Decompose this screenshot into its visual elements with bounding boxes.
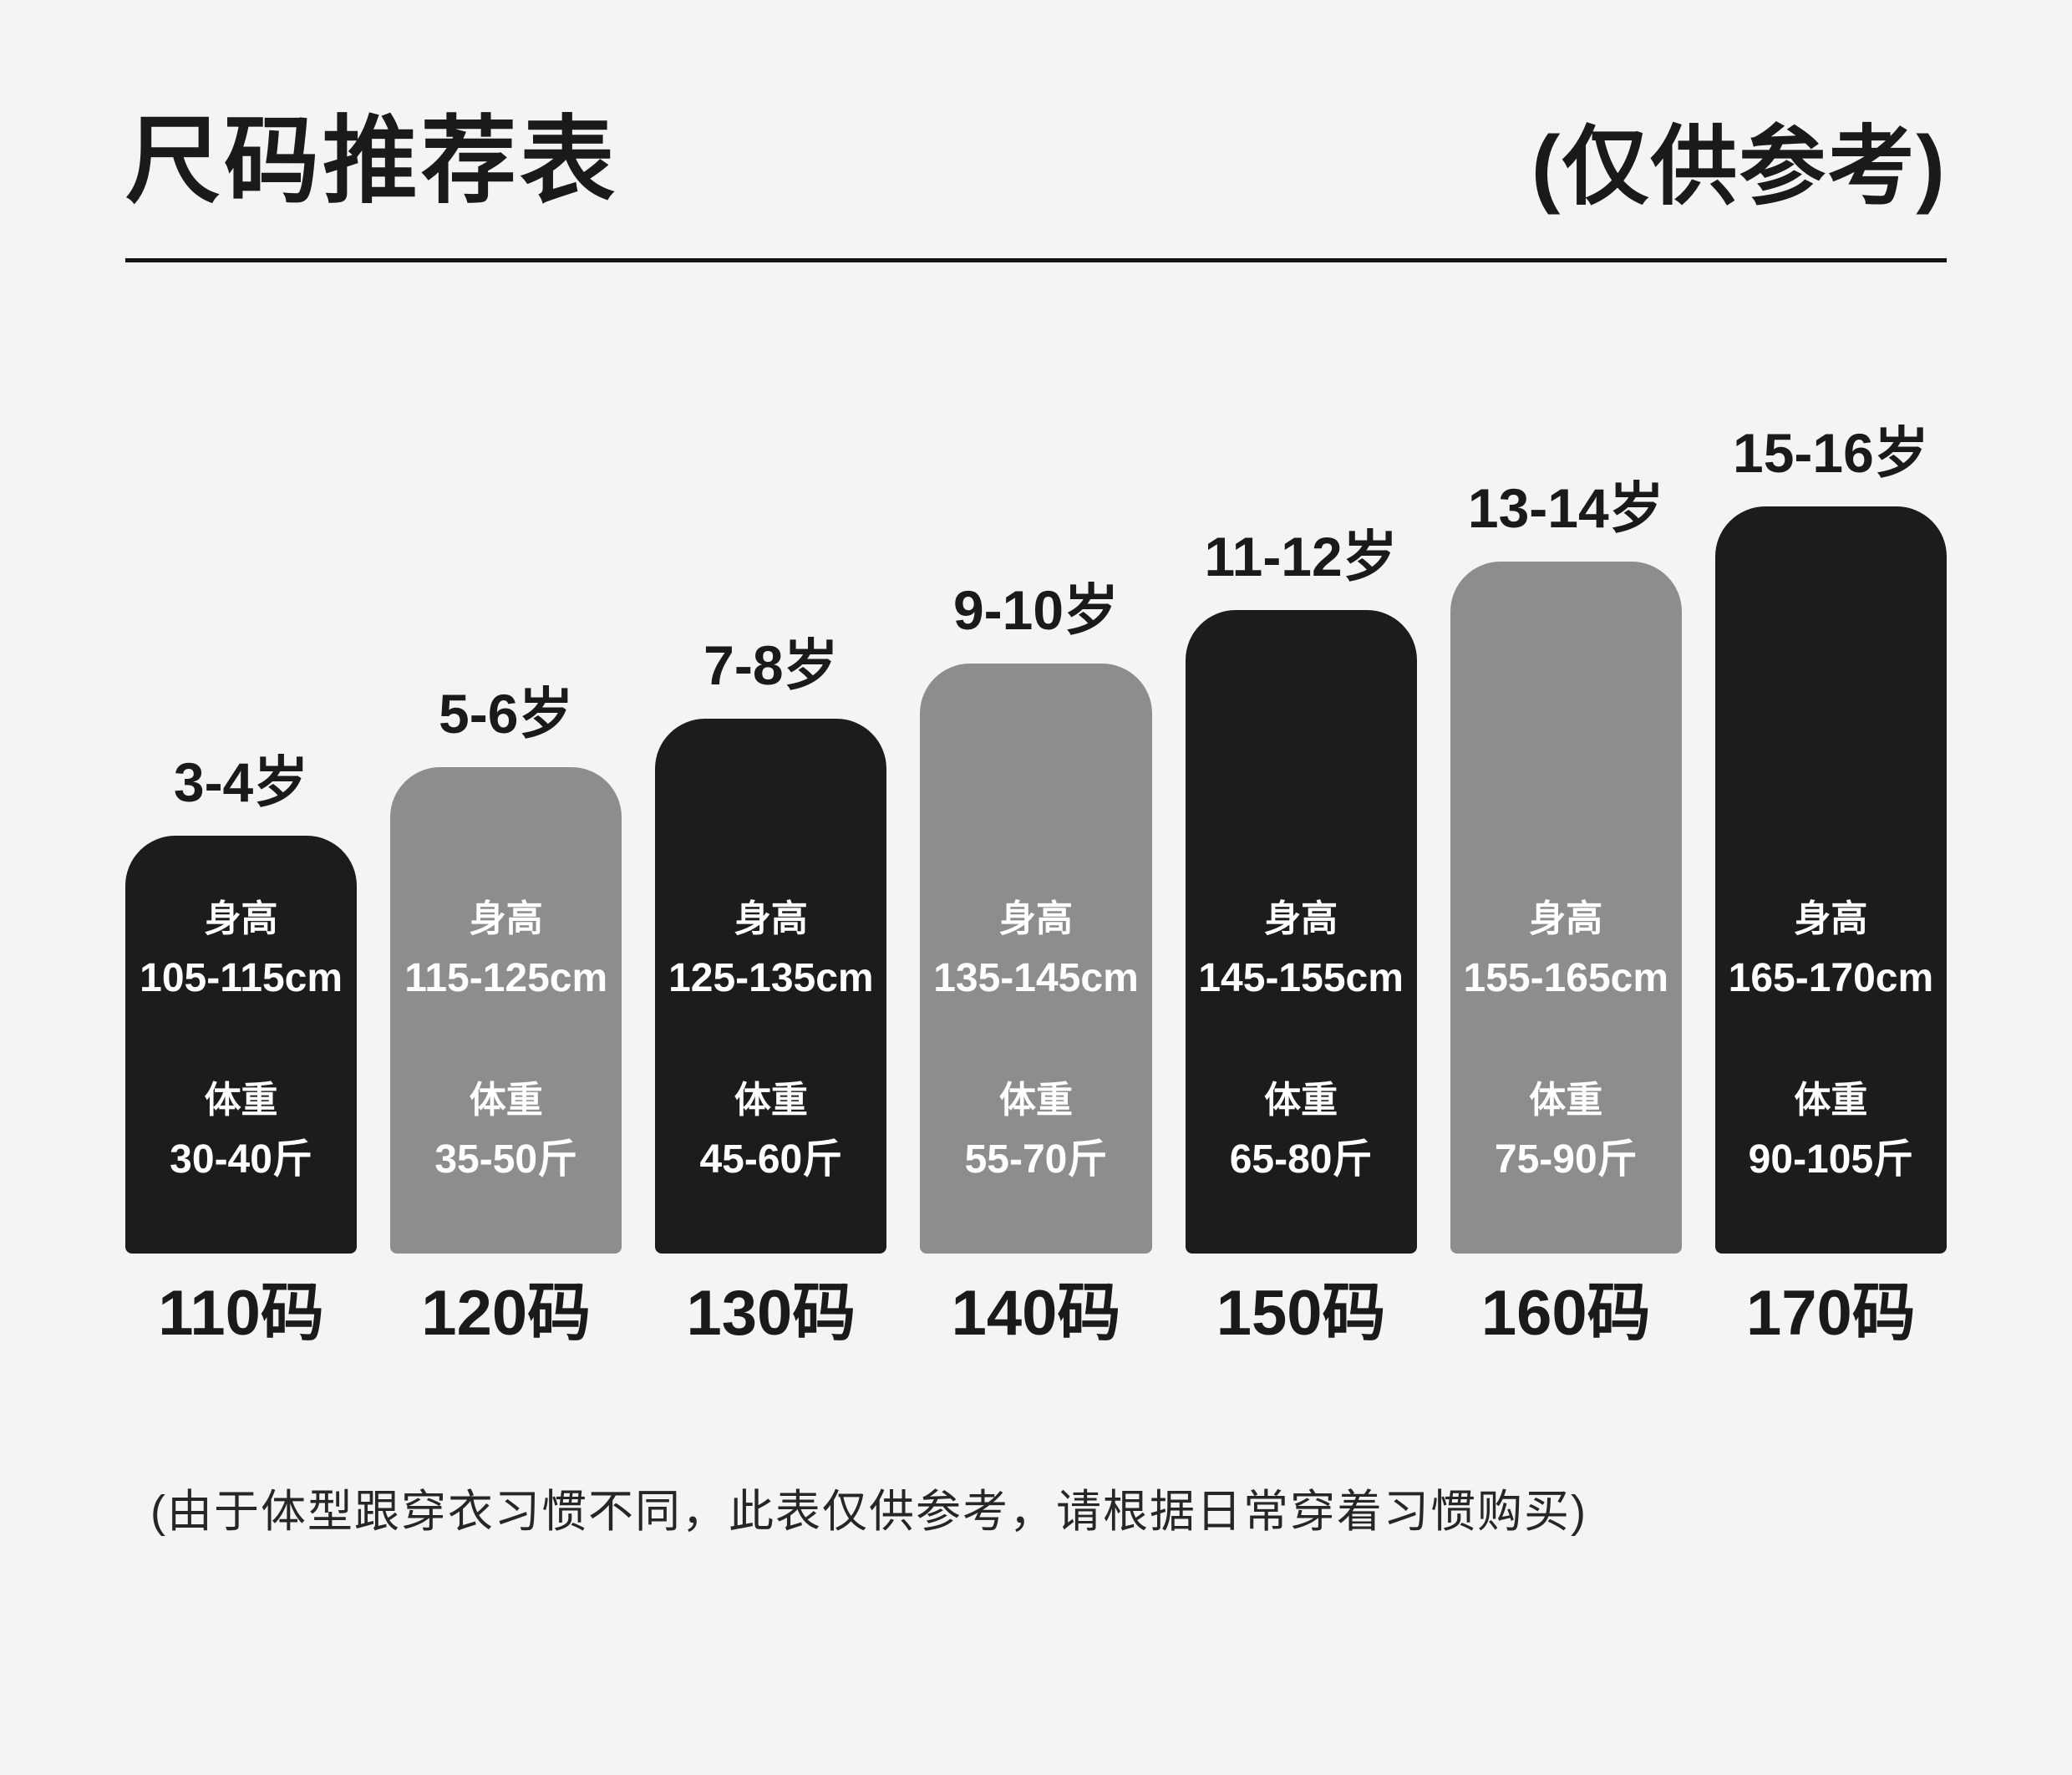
weight-value: 65-80斤 <box>1229 1137 1373 1182</box>
size-bar: 身高 165-170cm 体重 90-105斤 <box>1714 506 1947 1254</box>
weight-label: 体重 <box>1529 1080 1603 1121</box>
size-column-120: 5-6岁 身高 115-125cm 体重 35-50斤 120码 <box>390 682 622 1349</box>
height-label: 身高 <box>469 898 543 939</box>
height-label: 身高 <box>998 898 1073 939</box>
age-label: 15-16岁 <box>1733 422 1929 484</box>
height-label: 身高 <box>1529 898 1603 939</box>
size-column-130: 7-8岁 身高 125-135cm 体重 45-60斤 130码 <box>655 633 887 1349</box>
weight-group: 体重 65-80斤 <box>1230 1081 1373 1182</box>
weight-label: 体重 <box>204 1080 278 1121</box>
size-bar: 身高 135-145cm 体重 55-70斤 <box>920 664 1152 1254</box>
size-column-150: 11-12岁 身高 145-155cm 体重 65-80斤 150码 <box>1185 525 1417 1349</box>
height-label: 身高 <box>734 898 808 939</box>
size-column-160: 13-14岁 身高 155-165cm 体重 75-90斤 160码 <box>1450 476 1682 1349</box>
size-bar-chart: 3-4岁 身高 105-115cm 体重 30-40斤 110码 5-6岁 身高… <box>125 421 1947 1349</box>
height-value: 145-155cm <box>1198 956 1404 1000</box>
size-label: 140码 <box>951 1278 1121 1349</box>
weight-group: 体重 30-40斤 <box>170 1081 312 1182</box>
weight-value: 35-50斤 <box>434 1137 578 1182</box>
height-label: 身高 <box>1264 898 1338 939</box>
height-group: 身高 135-145cm <box>933 899 1139 1001</box>
weight-group: 体重 35-50斤 <box>434 1081 577 1182</box>
weight-value: 90-105斤 <box>1748 1137 1914 1182</box>
size-bar: 身高 145-155cm 体重 65-80斤 <box>1185 610 1417 1254</box>
weight-group: 体重 55-70斤 <box>965 1081 1108 1182</box>
weight-value: 30-40斤 <box>170 1137 312 1182</box>
weight-group: 体重 75-90斤 <box>1495 1081 1638 1182</box>
age-label: 13-14岁 <box>1467 477 1664 539</box>
height-value: 105-115cm <box>140 956 343 1000</box>
age-label: 7-8岁 <box>703 634 839 696</box>
height-group: 身高 155-165cm <box>1464 899 1669 1001</box>
age-label: 11-12岁 <box>1204 526 1398 587</box>
size-label: 160码 <box>1480 1278 1651 1349</box>
height-group: 身高 145-155cm <box>1198 899 1404 1001</box>
weight-group: 体重 45-60斤 <box>699 1081 842 1182</box>
footnote: (由于体型跟穿衣习惯不同，此表仅供参考，请根据日常穿着习惯购买) <box>150 1487 1587 1537</box>
size-column-140: 9-10岁 身高 135-145cm 体重 55-70斤 140码 <box>920 578 1152 1349</box>
weight-group: 体重 90-105斤 <box>1749 1081 1913 1182</box>
weight-value: 45-60斤 <box>699 1137 843 1182</box>
size-bar: 身高 125-135cm 体重 45-60斤 <box>655 719 887 1254</box>
height-value: 165-170cm <box>1728 956 1934 1000</box>
age-label: 5-6岁 <box>439 683 574 745</box>
height-value: 125-135cm <box>668 956 874 1000</box>
height-value: 135-145cm <box>933 956 1139 1000</box>
height-group: 身高 125-135cm <box>668 899 874 1001</box>
height-value: 115-125cm <box>404 956 608 1000</box>
size-column-170: 15-16岁 身高 165-170cm 体重 90-105斤 170码 <box>1714 421 1947 1349</box>
weight-value: 75-90斤 <box>1494 1137 1638 1182</box>
weight-label: 体重 <box>1794 1080 1868 1121</box>
weight-label: 体重 <box>469 1080 543 1121</box>
height-label: 身高 <box>204 898 278 939</box>
size-label: 110码 <box>158 1278 324 1349</box>
size-label: 130码 <box>686 1278 856 1349</box>
size-column-110: 3-4岁 身高 105-115cm 体重 30-40斤 110码 <box>125 750 358 1349</box>
height-group: 身高 105-115cm <box>140 899 343 1001</box>
page-subtitle: (仅供参考) <box>1531 119 1947 216</box>
weight-value: 55-70斤 <box>964 1137 1108 1182</box>
size-label: 120码 <box>421 1278 592 1349</box>
page-title: 尺码推荐表 <box>125 109 619 215</box>
size-chart-page: 尺码推荐表 (仅供参考) 3-4岁 身高 105-115cm 体重 30-40斤… <box>125 84 1947 1537</box>
size-bar: 身高 105-115cm 体重 30-40斤 <box>125 836 358 1254</box>
height-value: 155-165cm <box>1463 956 1669 1000</box>
height-group: 身高 165-170cm <box>1729 899 1934 1001</box>
header-divider <box>125 258 1947 262</box>
size-label: 150码 <box>1216 1278 1386 1349</box>
weight-label: 体重 <box>998 1080 1073 1121</box>
size-bar: 身高 155-165cm 体重 75-90斤 <box>1450 562 1682 1254</box>
age-label: 9-10岁 <box>952 579 1120 641</box>
weight-label: 体重 <box>734 1080 808 1121</box>
height-label: 身高 <box>1794 898 1868 939</box>
size-label: 170码 <box>1746 1278 1916 1349</box>
weight-label: 体重 <box>1264 1080 1338 1121</box>
size-bar: 身高 115-125cm 体重 35-50斤 <box>390 767 622 1254</box>
height-group: 身高 115-125cm <box>404 899 607 1001</box>
age-label: 3-4岁 <box>173 751 309 813</box>
header: 尺码推荐表 (仅供参考) <box>125 84 1947 221</box>
